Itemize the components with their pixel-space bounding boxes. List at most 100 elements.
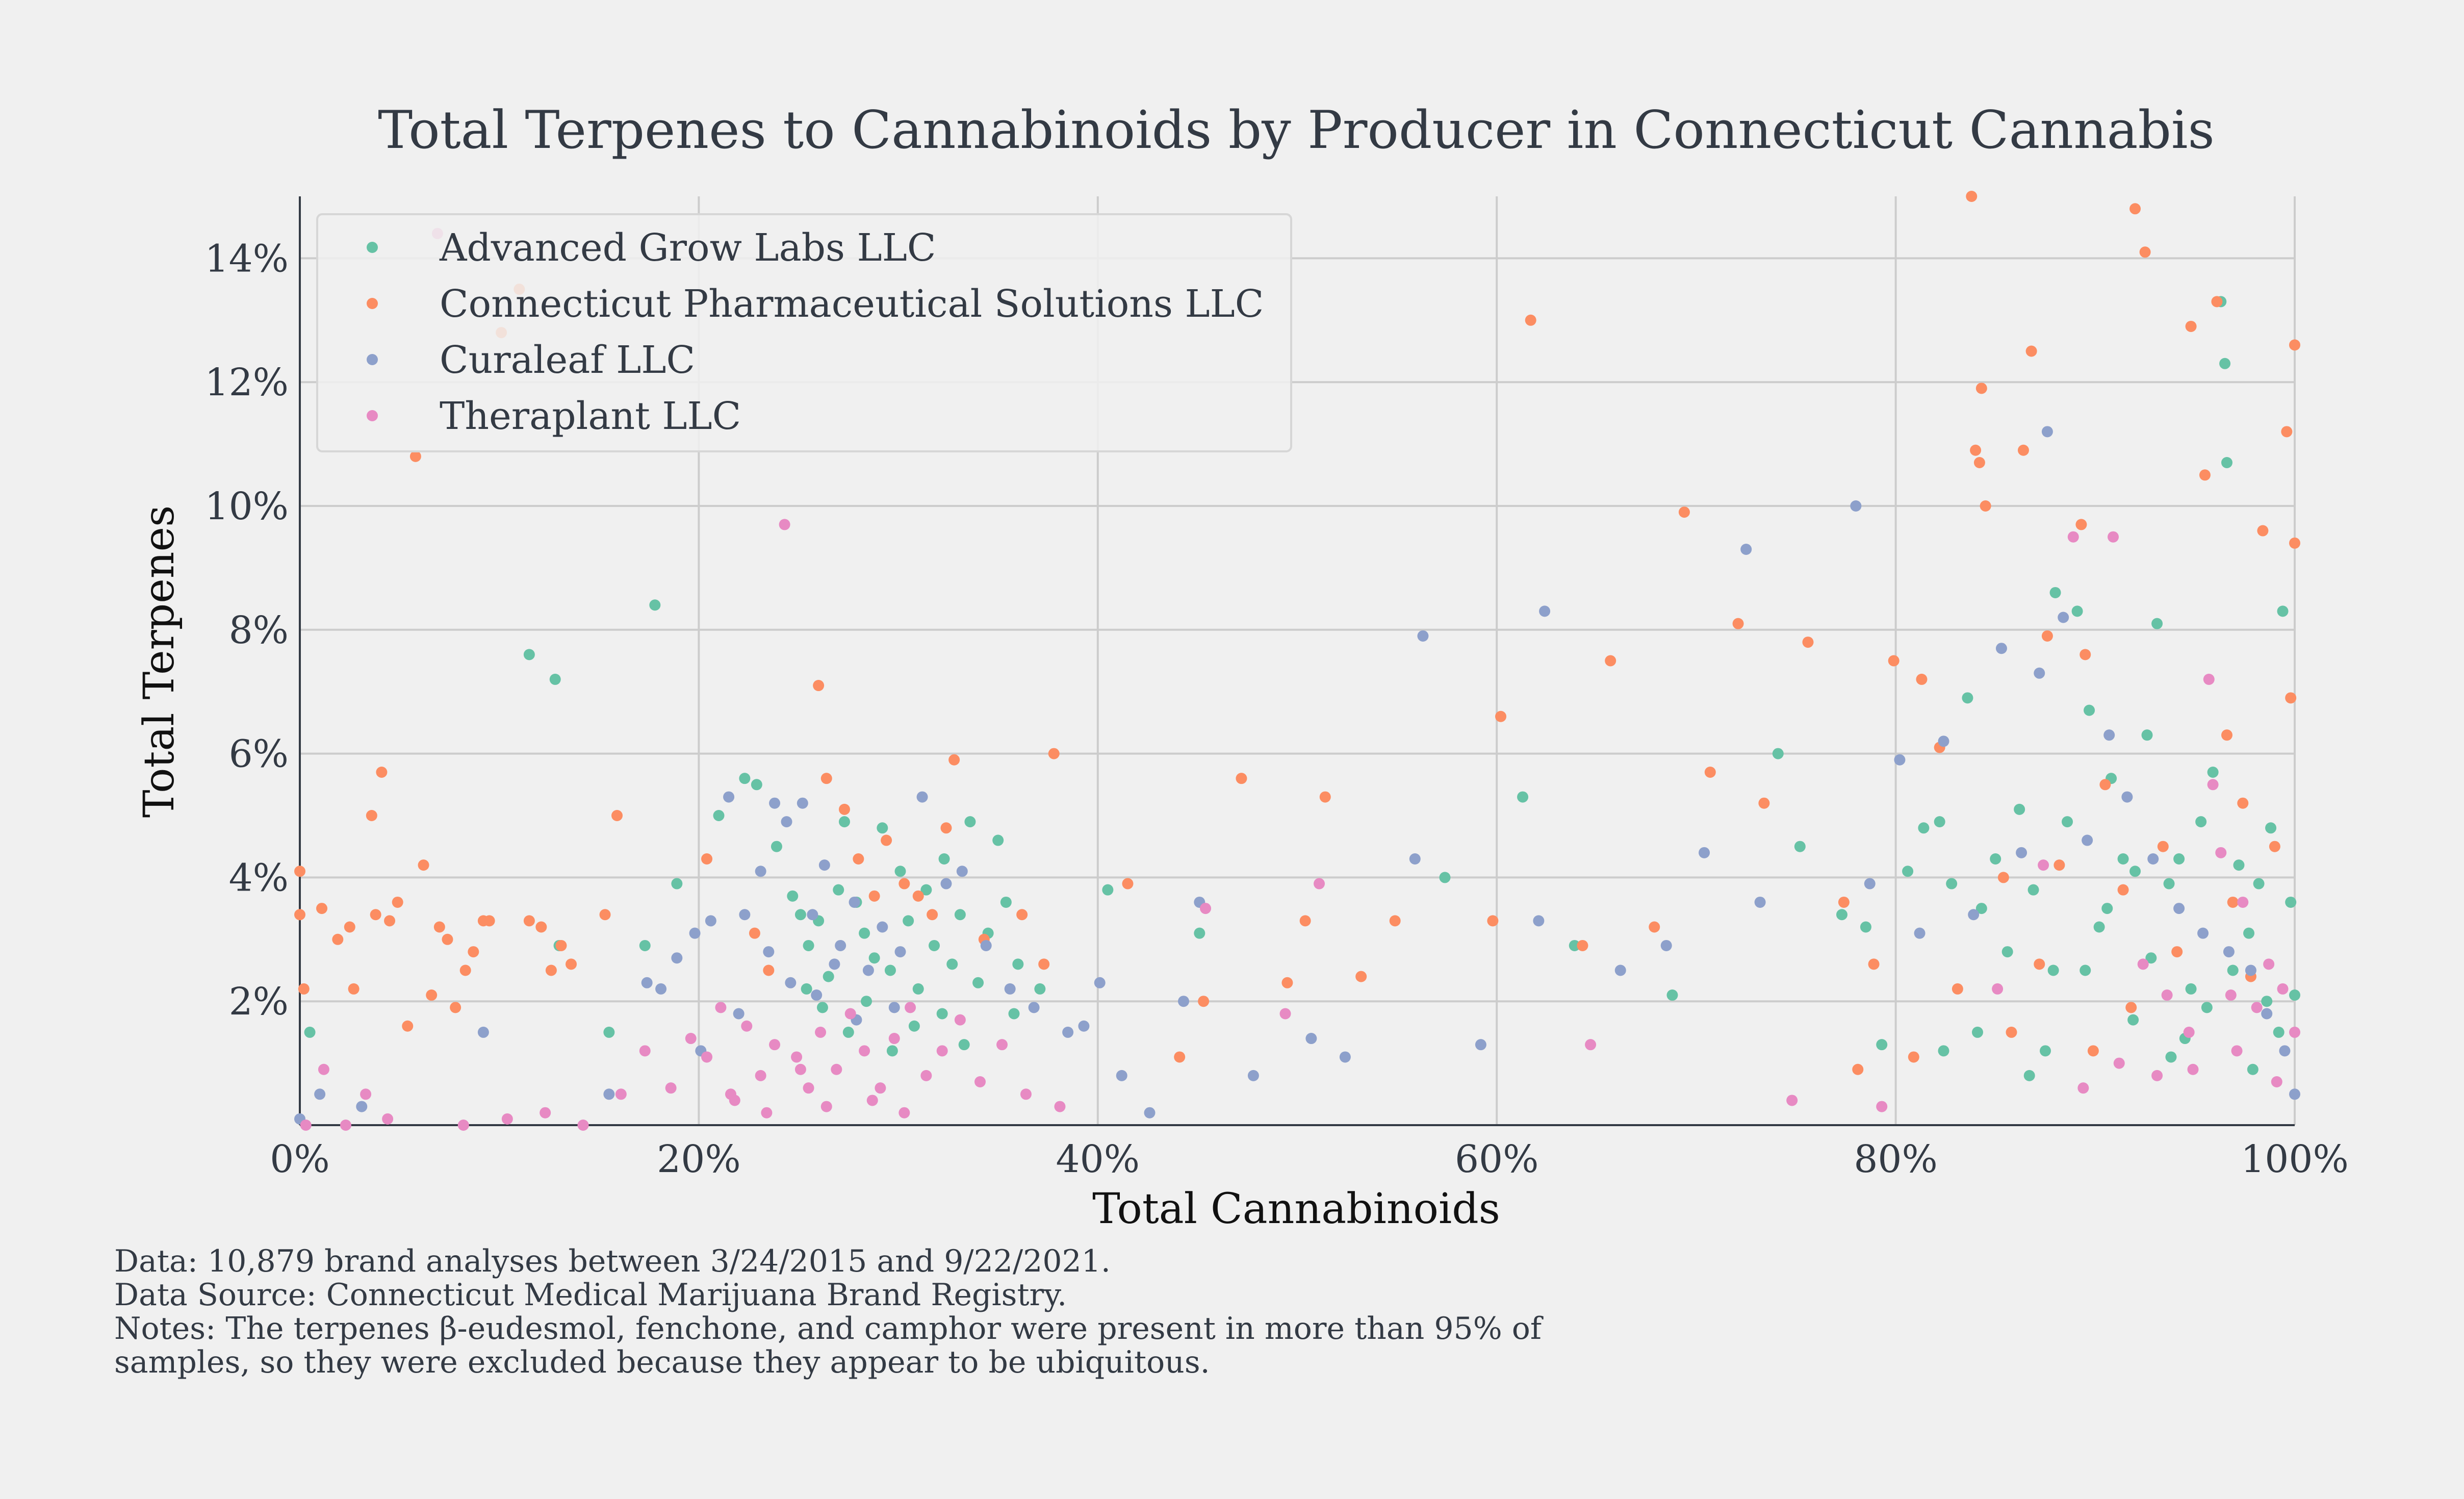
data-point xyxy=(1876,1039,1888,1051)
data-point xyxy=(859,927,870,939)
data-point xyxy=(908,1020,920,1032)
data-point xyxy=(920,1070,932,1081)
data-point xyxy=(1740,543,1752,555)
y-tick-label: 4% xyxy=(229,856,289,900)
data-point xyxy=(468,946,479,958)
data-point xyxy=(685,1033,697,1045)
data-point xyxy=(1973,457,1985,469)
data-point xyxy=(655,983,667,995)
data-point xyxy=(2261,1008,2273,1020)
data-point xyxy=(1314,878,1325,890)
data-point xyxy=(1649,921,1660,933)
data-point xyxy=(899,878,910,890)
data-point xyxy=(713,810,725,821)
data-point xyxy=(899,1107,910,1119)
data-point xyxy=(1850,500,1862,512)
data-point xyxy=(501,1113,513,1125)
data-point xyxy=(2027,884,2039,896)
data-point xyxy=(2054,859,2065,871)
data-point xyxy=(820,1101,832,1112)
data-point xyxy=(1062,1026,1074,1038)
data-point xyxy=(2227,964,2239,976)
x-tick-label: 80% xyxy=(1854,1137,1937,1181)
data-point xyxy=(787,890,799,902)
data-point xyxy=(2289,339,2300,351)
data-point xyxy=(1144,1107,1156,1119)
data-point xyxy=(1038,958,1050,970)
data-point xyxy=(2211,296,2223,308)
data-point xyxy=(2199,469,2211,481)
data-point xyxy=(2125,1002,2137,1013)
data-point xyxy=(1495,710,1507,722)
data-point xyxy=(838,816,850,828)
data-point xyxy=(877,921,888,933)
data-point xyxy=(1946,878,1958,890)
data-point xyxy=(298,983,310,995)
x-axis-label: Total Cannabinoids xyxy=(1092,1185,1500,1233)
data-point xyxy=(382,1113,394,1125)
data-point xyxy=(1908,1051,1919,1063)
data-point xyxy=(2185,983,2197,995)
data-point xyxy=(2117,853,2129,865)
data-point xyxy=(1439,872,1451,883)
data-point xyxy=(2265,822,2277,834)
data-point xyxy=(881,834,892,846)
data-point xyxy=(1577,939,1588,951)
data-point xyxy=(894,866,906,877)
data-point xyxy=(835,939,846,951)
data-point xyxy=(2071,605,2083,617)
data-point xyxy=(1194,927,1205,939)
data-point xyxy=(912,983,924,995)
data-point xyxy=(936,1045,948,1057)
notes-terpenes-line: Notes: The terpenes β-eudesmol, fenchone… xyxy=(114,1311,1542,1346)
data-point xyxy=(2084,704,2095,716)
data-point xyxy=(477,1026,489,1038)
data-point xyxy=(801,983,812,995)
data-point xyxy=(2279,1045,2291,1057)
data-point xyxy=(2145,952,2157,964)
data-point xyxy=(781,816,792,828)
x-tick-label: 40% xyxy=(1056,1137,1140,1181)
data-point xyxy=(1585,1039,1597,1051)
data-point xyxy=(459,964,471,976)
x-tick-label: 20% xyxy=(657,1137,740,1181)
x-tick-label: 100% xyxy=(2241,1137,2349,1181)
data-point xyxy=(755,866,766,877)
data-point xyxy=(755,1070,766,1081)
data-point xyxy=(1995,643,2007,654)
data-point xyxy=(1992,983,2004,995)
data-point xyxy=(1004,983,1016,995)
data-point xyxy=(884,964,896,976)
data-point xyxy=(2041,426,2053,438)
data-point xyxy=(603,1088,615,1100)
data-point xyxy=(912,890,924,902)
data-point xyxy=(1975,903,1987,914)
data-point xyxy=(2263,958,2275,970)
data-point xyxy=(639,1045,651,1057)
data-point xyxy=(2251,1002,2263,1013)
data-point xyxy=(2227,896,2239,908)
data-point xyxy=(392,896,403,908)
data-point xyxy=(1054,1101,1066,1112)
data-point xyxy=(1116,1070,1127,1081)
data-point xyxy=(903,915,914,927)
data-point xyxy=(523,915,535,927)
data-point xyxy=(888,1002,900,1013)
data-point xyxy=(549,673,561,685)
data-point xyxy=(370,909,381,921)
data-point xyxy=(829,958,840,970)
data-point xyxy=(1178,996,1190,1007)
data-point xyxy=(2080,649,2091,660)
data-point xyxy=(418,859,429,871)
data-point xyxy=(2049,587,2061,598)
data-point xyxy=(769,1039,781,1051)
data-point xyxy=(888,1033,900,1045)
data-point xyxy=(763,946,775,958)
data-point xyxy=(2082,834,2093,846)
data-point xyxy=(1247,1070,1259,1081)
data-point xyxy=(615,1088,627,1100)
data-point xyxy=(807,909,818,921)
legend-label: Connecticut Pharmaceutical Solutions LLC xyxy=(440,282,1264,326)
data-point xyxy=(2017,444,2029,456)
data-point xyxy=(1852,1063,1864,1075)
